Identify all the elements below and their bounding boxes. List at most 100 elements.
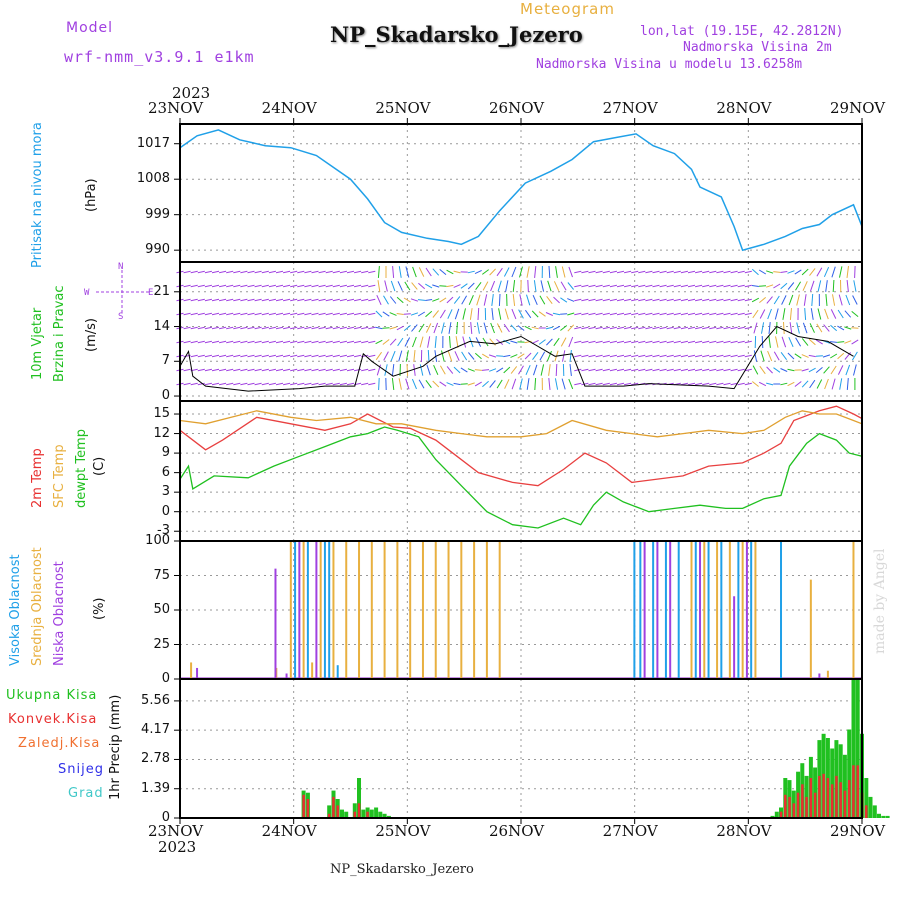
x-tick-label-top: 26NOV: [489, 99, 545, 117]
wind-arrow: [290, 298, 298, 302]
x-tick-label-top: 27NOV: [602, 99, 658, 117]
wind-arrow: [396, 296, 404, 304]
wind-arrow: [282, 312, 291, 316]
wind-arrow: [517, 353, 525, 359]
wind-arrow: [410, 298, 419, 302]
wind-arrow: [247, 368, 255, 372]
wind-arrow: [304, 312, 312, 316]
wind-arrow: [311, 354, 319, 358]
wind-arrow: [702, 368, 710, 372]
wind-arrow: [275, 270, 284, 274]
wind-arrow: [560, 325, 568, 331]
wind-arrow: [588, 298, 596, 302]
wind-arrow: [581, 312, 589, 316]
precip-ylabel: 1hr Precip (mm): [108, 694, 123, 800]
convective-precip-bar: [788, 796, 791, 818]
wind-arrow: [694, 368, 703, 372]
wind-arrow: [353, 312, 362, 316]
wind-arrow: [673, 298, 681, 302]
wind-arrow: [567, 324, 575, 332]
wind-arrow: [694, 298, 703, 302]
total-precip-bar: [369, 809, 374, 818]
convective-precip-bar: [366, 811, 369, 818]
wind-arrow: [197, 382, 205, 386]
wind-arrow: [261, 340, 269, 344]
wind-arrow: [581, 284, 589, 288]
x-tick-label-top: 24NOV: [261, 99, 317, 117]
convective-precip-bar: [792, 803, 796, 818]
wind-arrow: [233, 270, 241, 274]
wind-arrow: [474, 352, 482, 360]
total-precip-bar: [851, 679, 856, 818]
wind-arrow: [511, 378, 517, 390]
wind-arrow: [680, 340, 689, 344]
wind-arrow: [297, 284, 305, 288]
wind-arrow: [533, 280, 537, 292]
wind-arrow: [758, 269, 767, 275]
wind-arrow: [183, 298, 191, 302]
wind-arrow: [716, 270, 724, 274]
wind-arrow: [796, 322, 800, 334]
wind-arrow: [290, 340, 298, 344]
total-precip-bar: [770, 815, 775, 818]
wind-arrow: [595, 270, 603, 274]
wind-arrow: [574, 326, 582, 330]
wind-arrow: [548, 265, 551, 279]
wind-arrow: [489, 380, 496, 388]
wind-arrow: [247, 340, 255, 344]
wind-arrow: [468, 352, 475, 360]
wind-arrow: [488, 354, 497, 358]
wind-arrow: [830, 365, 837, 375]
wind-arrow: [318, 340, 326, 344]
wind-arrow: [730, 368, 738, 372]
wind-arrow: [652, 312, 660, 316]
wind-arrow: [737, 298, 745, 302]
wind-arrow: [446, 269, 454, 275]
wind-arrow: [588, 340, 596, 344]
wind-arrow: [758, 381, 767, 387]
wind-arrow: [474, 381, 482, 387]
wind-arrow: [325, 368, 333, 372]
wind-arrow: [609, 326, 618, 330]
wind-arrow: [766, 296, 773, 304]
wind-arrow: [687, 340, 696, 344]
wind-arrow: [817, 280, 822, 292]
wind-arrow: [673, 354, 681, 358]
wind-arrow: [339, 368, 348, 372]
wind-arrow: [417, 311, 426, 317]
wind-arrow: [851, 339, 859, 345]
wind-arrow: [560, 337, 567, 347]
wind-arrow: [623, 270, 632, 274]
wind-arrow: [737, 326, 745, 330]
wind-arrow: [339, 354, 348, 358]
wind-arrow: [796, 294, 800, 306]
wind-arrow: [318, 382, 326, 386]
wind-arrow: [439, 365, 446, 375]
wind-arrow: [496, 355, 504, 357]
wind-arrow: [588, 326, 596, 330]
wind-speed-line: [179, 325, 854, 392]
wind-arrow: [346, 284, 355, 288]
wind-arrow: [375, 310, 383, 318]
convective-precip-bar: [813, 792, 817, 818]
wind-arrow: [638, 368, 646, 372]
wind-arrow: [744, 284, 752, 288]
wind-arrow: [823, 324, 830, 332]
wind-arrow: [413, 350, 416, 362]
wind-arrow: [382, 339, 390, 345]
wind-arrow: [753, 350, 758, 362]
wind-arrow: [332, 326, 340, 330]
x-tick-label-top: 28NOV: [716, 99, 772, 117]
wind-arrow: [384, 364, 388, 376]
wind-arrow: [568, 266, 573, 278]
wind-arrow: [183, 284, 191, 288]
wind-arrow: [411, 282, 418, 290]
wind-arrow: [816, 267, 823, 277]
wind-arrow: [375, 339, 383, 345]
y-tick-label: 50: [153, 602, 170, 617]
wind-arrow: [831, 266, 836, 278]
wind-arrow: [304, 284, 312, 288]
wind-arrow: [837, 309, 844, 319]
panel-frames: [179, 123, 863, 819]
